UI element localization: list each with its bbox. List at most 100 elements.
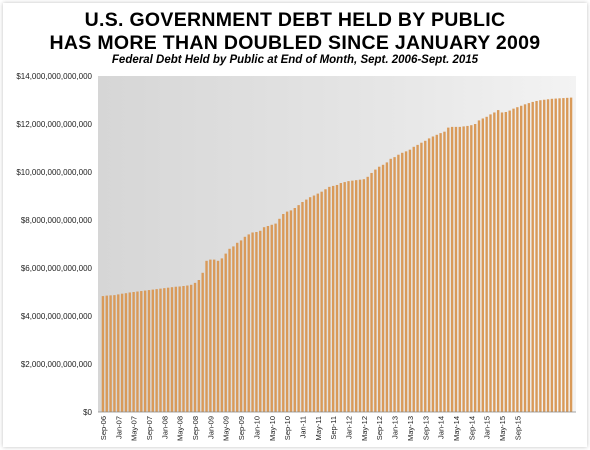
x-tick-label: May-11	[314, 416, 323, 440]
bar	[109, 295, 112, 412]
bar	[435, 134, 438, 413]
bar	[389, 158, 392, 412]
bar	[339, 183, 343, 412]
bar	[289, 210, 293, 412]
bar	[178, 286, 181, 412]
bar	[385, 162, 389, 412]
bar	[512, 108, 515, 412]
x-tick-label: Sep-08	[191, 416, 200, 440]
x-tick-label: Sep-12	[375, 416, 384, 440]
bar	[136, 291, 139, 412]
bar	[155, 289, 158, 412]
bar	[554, 98, 557, 412]
bar	[370, 172, 373, 412]
bar	[247, 234, 250, 412]
bar	[401, 152, 404, 413]
bar	[381, 164, 385, 412]
bar	[132, 292, 135, 412]
bar	[416, 144, 419, 412]
x-tick-label: Jan-13	[391, 416, 400, 439]
bar	[105, 295, 108, 412]
bar	[500, 112, 504, 412]
bar	[140, 291, 143, 412]
x-tick-label: May-12	[360, 416, 369, 441]
bar	[343, 182, 346, 412]
bar	[351, 180, 354, 412]
bar	[236, 242, 239, 412]
bar	[228, 248, 231, 412]
bar	[404, 151, 408, 413]
bar	[301, 202, 304, 412]
bar	[362, 179, 366, 412]
bar	[550, 98, 554, 413]
bar	[143, 290, 147, 412]
bar	[101, 296, 105, 412]
bar	[485, 116, 488, 413]
bar	[128, 292, 131, 412]
bar	[282, 214, 285, 412]
x-tick-label: May-08	[176, 416, 185, 441]
bar	[397, 154, 400, 412]
y-tick-label: $2,000,000,000,000	[21, 360, 93, 369]
bar	[293, 208, 296, 412]
bar	[305, 199, 308, 412]
bar	[458, 126, 461, 412]
bar	[182, 286, 185, 412]
y-tick-label: $8,000,000,000,000	[21, 216, 93, 225]
bar	[316, 193, 319, 412]
x-tick-label: Jan-15	[483, 416, 492, 439]
bar	[378, 166, 381, 412]
y-tick-label: $14,000,000,000,000	[16, 72, 92, 81]
bar	[566, 97, 569, 412]
bar	[220, 258, 224, 412]
bar	[324, 189, 327, 412]
bar	[466, 125, 469, 413]
bar	[462, 126, 465, 413]
bar	[255, 232, 258, 412]
x-tick-label: Jan-11	[298, 416, 307, 438]
x-axis: Sep-06 Jan-07 May-07 Sep-07 Jan-08 May-08 Sep-…	[98, 411, 576, 441]
x-tick-label: Sep-15	[513, 416, 522, 440]
bar	[320, 191, 323, 412]
bar	[297, 205, 300, 412]
y-tick-label: $6,000,000,000,000	[21, 264, 93, 273]
x-tick-label: Jan-08	[160, 416, 169, 439]
x-tick-label: Sep-07	[145, 416, 154, 440]
bar	[424, 140, 427, 413]
bar	[170, 287, 174, 412]
bar	[504, 112, 508, 412]
bar	[408, 149, 412, 412]
bar	[163, 288, 166, 412]
bar	[124, 293, 128, 412]
bar	[443, 131, 446, 412]
bar	[412, 146, 415, 413]
bar	[147, 290, 151, 412]
y-tick-label: $10,000,000,000,000	[16, 168, 92, 177]
x-tick-label: May-15	[498, 416, 507, 441]
bar	[454, 126, 458, 412]
bar	[335, 184, 339, 412]
bar	[520, 105, 523, 412]
bar	[213, 259, 216, 412]
bar	[259, 230, 262, 412]
bar	[120, 293, 124, 412]
bar	[477, 120, 481, 413]
x-tick-label: Sep-10	[283, 416, 292, 440]
bar	[117, 294, 120, 412]
x-tick-label: Sep-06	[99, 416, 108, 440]
bar	[374, 169, 377, 412]
bar	[216, 260, 220, 412]
bar	[420, 142, 423, 412]
bar	[431, 136, 435, 413]
bar	[328, 186, 331, 412]
bar	[347, 181, 350, 412]
x-tick-label: Sep-11	[329, 416, 338, 440]
x-tick-label: Sep-14	[467, 416, 476, 440]
bar	[193, 282, 197, 412]
x-tick-label: May-09	[222, 416, 231, 441]
x-tick-label: May-13	[406, 416, 415, 441]
y-tick-label: $0	[83, 408, 92, 417]
bar	[209, 259, 212, 412]
x-tick-label: Jan-12	[345, 416, 354, 439]
bar	[543, 99, 546, 412]
